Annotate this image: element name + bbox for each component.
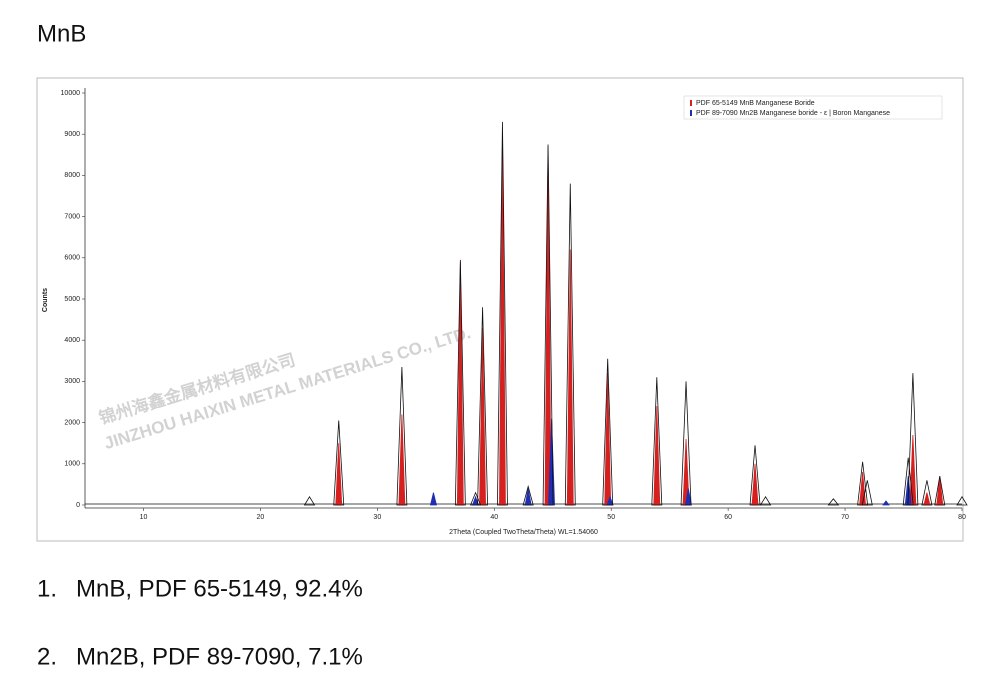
observed-peak xyxy=(303,495,316,506)
observed-peak xyxy=(602,358,614,506)
y-tick-label: 9000 xyxy=(64,131,80,138)
observed-peak xyxy=(827,498,840,506)
observed-peak xyxy=(542,144,554,506)
x-axis-label: 2Theta (Coupled TwoTheta/Theta) WL=1.540… xyxy=(449,529,598,536)
observed-peak xyxy=(921,480,933,506)
x-tick-label: 50 xyxy=(607,514,615,521)
legend-swatch xyxy=(690,100,692,106)
x-tick-label: 20 xyxy=(257,514,265,521)
legend-box xyxy=(683,95,943,120)
y-tick-label: 5000 xyxy=(64,296,80,303)
x-tick-label: 80 xyxy=(958,514,966,521)
observed-peak xyxy=(749,445,761,506)
list-number: 1. xyxy=(37,575,57,602)
legend-label: PDF 65-5149 MnB Manganese Boride xyxy=(696,100,815,107)
reference-peak xyxy=(429,492,437,506)
legend-label: PDF 89-7090 Mn2B Manganese boride - ε | … xyxy=(696,110,890,117)
list-number: 2. xyxy=(37,643,57,670)
legend-swatch xyxy=(690,110,692,116)
y-tick-label: 10000 xyxy=(61,90,81,97)
observed-peak xyxy=(680,381,692,506)
y-tick-label: 1000 xyxy=(64,461,80,468)
y-axis-label: Counts xyxy=(42,288,49,312)
list-item: MnB, PDF 65-5149, 92.4% xyxy=(76,575,363,602)
x-tick-label: 40 xyxy=(490,514,498,521)
reference-peak xyxy=(882,500,890,506)
observed-peak xyxy=(522,484,534,506)
x-tick-label: 60 xyxy=(724,514,732,521)
y-tick-label: 3000 xyxy=(64,378,80,385)
y-tick-label: 2000 xyxy=(64,419,80,426)
x-tick-label: 70 xyxy=(841,514,849,521)
observed-peak xyxy=(956,495,968,506)
observed-peak xyxy=(907,373,919,506)
y-tick-label: 4000 xyxy=(64,337,80,344)
y-tick-label: 7000 xyxy=(64,213,80,220)
observed-peak xyxy=(454,259,466,506)
observed-peak xyxy=(497,121,508,506)
x-tick-label: 10 xyxy=(140,514,148,521)
observed-peak xyxy=(934,476,946,506)
y-tick-label: 8000 xyxy=(64,172,80,179)
observed-peak xyxy=(333,420,345,506)
list-item: Mn2B, PDF 89-7090, 7.1% xyxy=(76,643,363,670)
observed-peak xyxy=(759,495,772,506)
x-tick-label: 30 xyxy=(373,514,381,521)
observed-peak xyxy=(477,307,488,506)
observed-peak xyxy=(396,366,408,506)
page-title: MnB xyxy=(37,20,86,47)
y-tick-label: 6000 xyxy=(64,255,80,262)
observed-peak xyxy=(564,183,576,506)
observed-peak xyxy=(651,377,663,506)
observed-peak xyxy=(861,480,873,506)
y-tick-label: 0 xyxy=(76,502,80,509)
